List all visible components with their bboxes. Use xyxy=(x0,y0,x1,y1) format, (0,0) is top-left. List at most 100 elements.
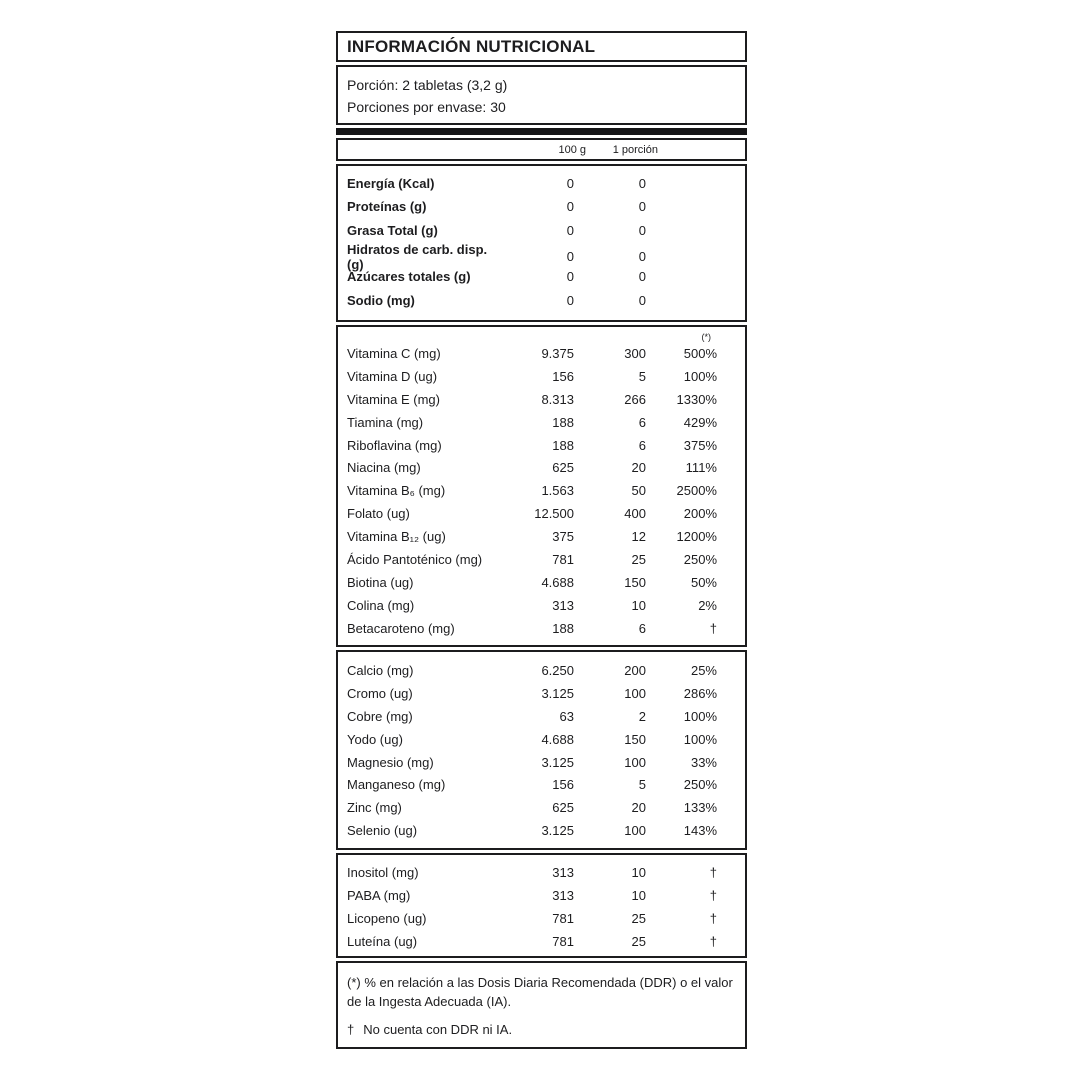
value-100g: 781 xyxy=(552,911,574,926)
nutrient-name: Vitamina E (mg) xyxy=(347,391,440,407)
nutrient-name: Riboflavina (mg) xyxy=(347,437,442,453)
table-row: Folato (ug) 12.500 400 200% xyxy=(338,502,745,525)
value-portion: 20 xyxy=(631,460,646,476)
value-100g: 3.125 xyxy=(541,754,574,770)
value-portion: 100 xyxy=(624,685,646,701)
value-pct: 200% xyxy=(683,506,717,522)
nutrition-label-header: INFORMACIÓN NUTRICIONAL xyxy=(336,31,747,62)
value-portion: 0 xyxy=(638,199,646,215)
table-row: Niacina (mg) 625 20 111% xyxy=(338,456,745,479)
value-100g: 375 xyxy=(552,529,574,545)
nutrient-name: Vitamina B₆ (mg) xyxy=(347,483,446,499)
value-100g: 625 xyxy=(552,460,574,476)
value-100g: 313 xyxy=(552,888,574,903)
value-pct: 1200% xyxy=(676,529,717,545)
nutrient-name: Yodo (ug) xyxy=(347,731,403,747)
nutrient-name: Cobre (mg) xyxy=(347,708,413,724)
value-pct: 143% xyxy=(683,823,717,839)
table-row: Proteínas (g) 0 0 xyxy=(338,195,745,218)
value-100g: 3.125 xyxy=(541,823,574,839)
value-100g: 781 xyxy=(552,551,574,567)
nutrient-name: Vitamina D (ug) xyxy=(347,368,438,384)
table-row: Manganeso (mg) 156 5 250% xyxy=(338,773,745,796)
value-portion: 50 xyxy=(631,483,646,499)
value-portion: 10 xyxy=(631,888,646,903)
value-100g: 156 xyxy=(552,777,574,793)
value-pct: 133% xyxy=(683,800,717,816)
value-100g: 0 xyxy=(566,222,574,238)
value-pct: 1330% xyxy=(676,391,717,407)
value-pct: 50% xyxy=(690,574,717,590)
value-pct: 375% xyxy=(683,437,717,453)
table-row: Zinc (mg) 625 20 133% xyxy=(338,796,745,819)
table-row: Calcio (mg) 6.250 200 25% xyxy=(338,659,745,682)
value-portion: 100 xyxy=(624,754,646,770)
pct-footnote-mark: (*) xyxy=(701,332,712,342)
value-pct: † xyxy=(709,934,717,949)
nutrient-name: Cromo (ug) xyxy=(347,685,413,701)
nutrition-facts-label: INFORMACIÓN NUTRICIONAL Porción: 2 table… xyxy=(336,31,747,1052)
table-row: Tiamina (mg) 188 6 429% xyxy=(338,411,745,434)
value-portion: 0 xyxy=(638,222,646,238)
value-portion: 25 xyxy=(631,911,646,926)
value-portion: 400 xyxy=(624,506,646,522)
table-row: Vitamina E (mg) 8.313 266 1330% xyxy=(338,388,745,411)
section-divider-bar xyxy=(336,128,747,135)
value-portion: 266 xyxy=(624,391,646,407)
value-100g: 625 xyxy=(552,800,574,816)
value-portion: 200 xyxy=(624,662,646,678)
serving-info-box: Porción: 2 tabletas (3,2 g) Porciones po… xyxy=(336,65,747,125)
serving-size-text: Porción: 2 tabletas (3,2 g) xyxy=(347,77,508,93)
value-pct: 500% xyxy=(683,345,717,361)
value-pct: 100% xyxy=(683,708,717,724)
nutrient-name: PABA (mg) xyxy=(347,888,411,903)
table-row: Cromo (ug) 3.125 100 286% xyxy=(338,682,745,705)
value-pct: † xyxy=(709,911,717,926)
nutrient-name: Biotina (ug) xyxy=(347,574,414,590)
dagger-footnote: † No cuenta con DDR ni IA. xyxy=(347,1020,737,1039)
value-100g: 1.563 xyxy=(541,483,574,499)
value-portion: 0 xyxy=(638,269,646,285)
table-row: Grasa Total (g) 0 0 xyxy=(338,219,745,242)
value-100g: 0 xyxy=(566,292,574,308)
value-portion: 25 xyxy=(631,551,646,567)
value-portion: 150 xyxy=(624,731,646,747)
nutrient-name: Vitamina C (mg) xyxy=(347,345,441,361)
value-pct: 33% xyxy=(690,754,717,770)
value-portion: 20 xyxy=(631,800,646,816)
value-100g: 188 xyxy=(552,437,574,453)
table-row: Licopeno (ug) 781 25 † xyxy=(338,907,745,930)
value-pct: 100% xyxy=(683,731,717,747)
nutrient-name: Ácido Pantoténico (mg) xyxy=(347,551,483,567)
table-row: Vitamina C (mg) 9.375 300 500% xyxy=(338,342,745,365)
vitamins-section: (*) Vitamina C (mg) 9.375 300 500% Vitamina … xyxy=(336,325,747,647)
table-row: Cobre (mg) 63 2 100% xyxy=(338,705,745,728)
value-portion: 6 xyxy=(638,414,646,430)
value-portion: 2 xyxy=(638,708,646,724)
value-portion: 0 xyxy=(638,249,646,265)
value-100g: 0 xyxy=(566,269,574,285)
table-row: Biotina (ug) 4.688 150 50% xyxy=(338,571,745,594)
value-pct: 250% xyxy=(683,777,717,793)
value-100g: 0 xyxy=(566,176,574,192)
nutrient-name: Betacaroteno (mg) xyxy=(347,620,455,636)
other-nutrients-section: Inositol (mg) 313 10 † PABA (mg) 313 10 † Licope… xyxy=(336,853,747,958)
pct-footnote-mark-row: (*) xyxy=(338,329,745,342)
table-row: Sodio (mg) 0 0 xyxy=(338,288,745,311)
nutrient-name: Energía (Kcal) xyxy=(347,176,435,192)
table-row: Riboflavina (mg) 188 6 375% xyxy=(338,434,745,457)
nutrient-name: Grasa Total (g) xyxy=(347,222,438,238)
value-portion: 0 xyxy=(638,176,646,192)
nutrient-name: Proteínas (g) xyxy=(347,199,427,215)
value-portion: 6 xyxy=(638,437,646,453)
value-portion: 12 xyxy=(631,529,646,545)
value-100g: 156 xyxy=(552,368,574,384)
value-portion: 5 xyxy=(638,368,646,384)
nutrient-name: Licopeno (ug) xyxy=(347,911,427,926)
value-100g: 0 xyxy=(566,249,574,265)
servings-per-container-text: Porciones por envase: 30 xyxy=(347,99,506,115)
nutrient-name: Colina (mg) xyxy=(347,597,415,613)
table-row: Hidratos de carb. disp. (g) 0 0 xyxy=(338,242,745,272)
value-pct: 25% xyxy=(690,662,717,678)
value-portion: 6 xyxy=(638,620,646,636)
